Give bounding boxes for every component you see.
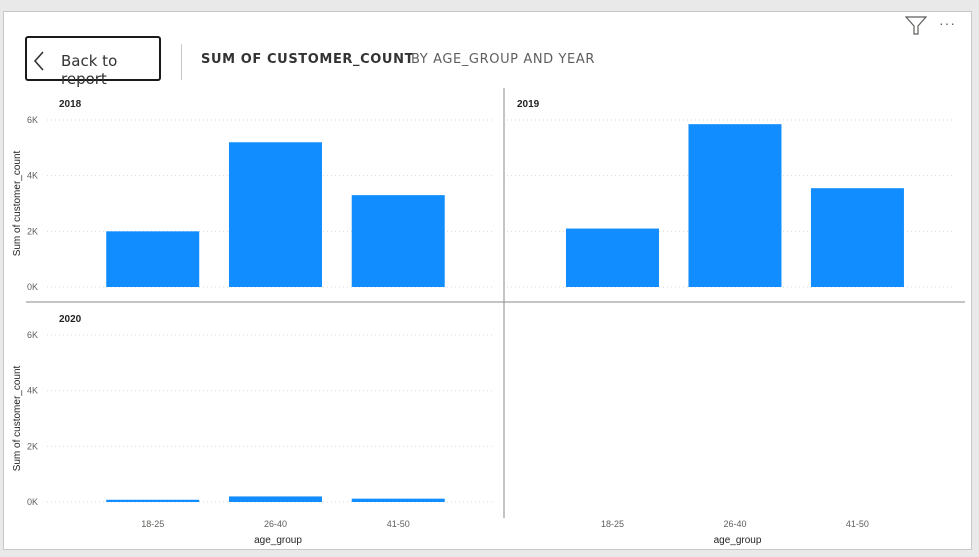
panel-title-2019: 2019 <box>517 99 540 110</box>
y-tick-label: 2K <box>27 441 38 451</box>
x-tick-label: 18-25 <box>141 519 164 529</box>
bar-2018-18-25 <box>106 231 200 287</box>
x-tick-label: 41-50 <box>387 519 410 529</box>
y-tick-label: 4K <box>27 171 38 181</box>
bar-2018-41-50 <box>351 195 445 287</box>
back-button-label: Back to report <box>61 52 118 88</box>
x-tick-label: 26-40 <box>723 519 746 529</box>
bar-2019-18-25 <box>565 228 659 287</box>
bar-2019-41-50 <box>810 188 904 287</box>
x-tick-label: 41-50 <box>846 519 869 529</box>
y-axis-label: Sum of customer_count <box>12 365 23 471</box>
header-divider <box>181 44 182 80</box>
panel-title-2020: 2020 <box>59 314 82 325</box>
bar-2019-26-40 <box>688 124 782 287</box>
chevron-left-icon <box>33 51 45 76</box>
x-tick-label: 26-40 <box>264 519 287 529</box>
bar-2020-26-40 <box>228 496 322 502</box>
y-tick-label: 0K <box>27 497 38 507</box>
bar-2020-41-50 <box>351 498 445 502</box>
chart-title: SUM OF CUSTOMER_COUNT <box>201 52 415 67</box>
y-tick-label: 2K <box>27 226 38 236</box>
more-options-icon[interactable]: ··· <box>939 15 956 31</box>
x-axis-label: age_group <box>254 535 302 546</box>
x-tick-label: 18-25 <box>601 519 624 529</box>
filter-icon[interactable] <box>904 16 928 41</box>
y-axis-label: Sum of customer_count <box>12 150 23 256</box>
x-axis-label: age_group <box>714 535 762 546</box>
bar-2018-26-40 <box>228 142 322 287</box>
chart-subtitle: BY AGE_GROUP AND YEAR <box>411 52 595 67</box>
back-to-report-button[interactable]: Back to report <box>25 36 161 88</box>
y-tick-label: 4K <box>27 386 38 396</box>
bar-2020-18-25 <box>106 499 200 502</box>
y-tick-label: 0K <box>27 282 38 292</box>
y-tick-label: 6K <box>27 330 38 340</box>
panel-title-2018: 2018 <box>59 99 82 110</box>
y-tick-label: 6K <box>27 115 38 125</box>
